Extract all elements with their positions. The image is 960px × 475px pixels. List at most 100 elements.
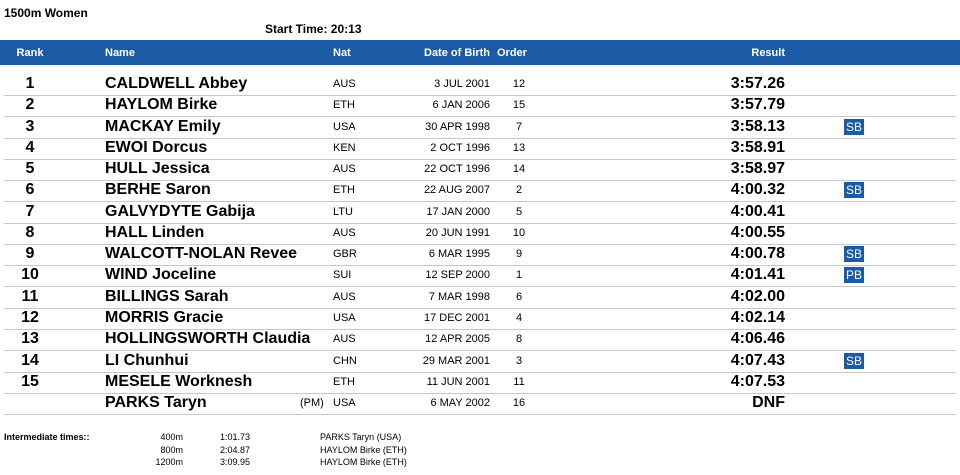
- intermediate-label: Intermediate times::: [4, 432, 90, 442]
- result: 4:06.46: [730, 330, 785, 348]
- table-row: 11 BILLINGS Sarah AUS 7 MAR 1998 6 4:02.00: [4, 287, 956, 309]
- order: 16: [512, 397, 526, 410]
- order: 9: [515, 248, 523, 261]
- order: 4: [515, 311, 523, 324]
- order: 2: [515, 184, 523, 197]
- athlete-name: GALVYDYTE Gabija: [105, 202, 255, 220]
- rank: 9: [25, 245, 35, 263]
- nat: GBR: [333, 248, 357, 261]
- order: 5: [515, 205, 523, 218]
- date-of-birth: 2 OCT 1996: [430, 141, 490, 154]
- date-of-birth: 6 MAR 1995: [428, 248, 490, 261]
- nat: AUS: [333, 163, 356, 176]
- nat: SUI: [333, 269, 352, 282]
- table-row: PARKS Taryn (PM) USA 6 MAY 2002 16 DNF: [4, 393, 956, 416]
- nat: ETH: [333, 184, 355, 197]
- record-badge: SB: [844, 246, 865, 263]
- result: 3:58.13: [730, 117, 785, 135]
- split-time: 2:04.87: [220, 444, 251, 455]
- date-of-birth: 20 JUN 1991: [425, 226, 490, 239]
- nat: AUS: [333, 78, 356, 90]
- athlete-name: HOLLINGSWORTH Claudia: [105, 330, 311, 348]
- order: 3: [515, 354, 523, 367]
- column-header: Result: [751, 47, 785, 59]
- table-row: 10 WIND Joceline SUI 12 SEP 2000 1 4:01.41 PB: [4, 265, 956, 288]
- table-row: 13 HOLLINGSWORTH Claudia AUS 12 APR 2005 8 4:…: [4, 329, 956, 352]
- table-row: 14 LI Chunhui CHN 29 MAR 2001 3 4:07.43 SB: [4, 351, 956, 373]
- rank: 11: [21, 287, 39, 305]
- nat: AUS: [333, 290, 356, 303]
- date-of-birth: 17 JAN 2000: [426, 205, 490, 218]
- date-of-birth: 6 MAY 2002: [430, 397, 490, 410]
- table-row: 3 MACKAY Emily USA 30 APR 1998 7 3:58.13 SB: [4, 117, 956, 139]
- order: 7: [515, 120, 523, 133]
- result: 4:00.78: [730, 245, 785, 263]
- record-badge: SB: [844, 352, 865, 369]
- rank: 8: [25, 223, 35, 241]
- athlete-name: EWOI Dorcus: [105, 138, 208, 156]
- order: 10: [512, 226, 526, 239]
- table-row: 2 HAYLOM Birke ETH 6 JAN 2006 15 3:57.79: [4, 95, 956, 118]
- split-leader: HAYLOM Birke (ETH): [320, 457, 407, 467]
- record-badge: PB: [844, 267, 865, 284]
- athlete-name: MACKAY Emily: [105, 117, 221, 135]
- result: 4:00.55: [730, 223, 785, 241]
- column-header: Date of Birth: [424, 47, 490, 59]
- rank: 1: [25, 75, 35, 92]
- result: 4:07.43: [730, 351, 785, 369]
- result: 3:57.26: [730, 75, 785, 92]
- athlete-name: WALCOTT-NOLAN Revee: [105, 245, 298, 263]
- rank: 10: [21, 266, 39, 284]
- table-row: 4 EWOI Dorcus KEN 2 OCT 1996 13 3:58.91: [4, 138, 956, 160]
- nat: LTU: [333, 205, 353, 218]
- order: 14: [512, 163, 526, 176]
- column-header: Order: [497, 47, 527, 59]
- record-badge: SB: [844, 182, 865, 199]
- table-row: 15 MESELE Worknesh ETH 11 JUN 2001 11 4:07.53: [4, 372, 956, 394]
- table-row: 6 BERHE Saron ETH 22 AUG 2007 2 4:00.32 SB: [4, 180, 956, 203]
- nat: CHN: [333, 354, 357, 367]
- column-header: Nat: [333, 47, 351, 59]
- rank: 4: [25, 138, 35, 156]
- date-of-birth: 22 AUG 2007: [423, 184, 490, 197]
- nat: AUS: [333, 226, 356, 239]
- table-row: 5 HULL Jessica AUS 22 OCT 1996 14 3:58.97: [4, 159, 956, 182]
- rank: 6: [25, 181, 35, 199]
- athlete-name: MORRIS Gracie: [105, 308, 224, 326]
- record-badge: SB: [844, 118, 865, 135]
- split-time: 1:01.73: [220, 432, 251, 442]
- nat: USA: [333, 120, 356, 133]
- nat: ETH: [333, 99, 355, 112]
- result: 3:58.91: [730, 138, 785, 156]
- order: 1: [515, 269, 523, 282]
- date-of-birth: 6 JAN 2006: [432, 99, 490, 112]
- nat: KEN: [333, 141, 356, 154]
- rank: 2: [25, 96, 35, 114]
- column-header: Name: [105, 47, 135, 59]
- athlete-name: HALL Linden: [105, 223, 205, 241]
- rank: 5: [25, 160, 35, 178]
- result: 3:57.79: [730, 96, 785, 114]
- date-of-birth: 29 MAR 2001: [422, 354, 490, 367]
- result: DNF: [752, 394, 785, 412]
- split-distance: 800m: [160, 444, 183, 455]
- split-distance: 1200m: [155, 457, 183, 467]
- athlete-name: BERHE Saron: [105, 181, 211, 199]
- rank: 3: [25, 117, 35, 135]
- title: 1500m Women: [4, 6, 88, 20]
- nat: USA: [333, 397, 356, 410]
- result: 4:00.41: [730, 202, 785, 220]
- start-time: Start Time: 20:13: [265, 22, 362, 36]
- date-of-birth: 7 MAR 1998: [428, 290, 490, 303]
- athlete-name: WIND Joceline: [105, 266, 217, 284]
- rank: 14: [21, 351, 39, 369]
- athlete-name: PARKS Taryn: [105, 394, 207, 412]
- athlete-name: LI Chunhui: [105, 351, 189, 369]
- date-of-birth: 3 JUL 2001: [434, 78, 490, 90]
- order: 11: [513, 375, 525, 388]
- date-of-birth: 22 OCT 1996: [424, 163, 490, 176]
- rank: 12: [21, 308, 39, 326]
- nat: USA: [333, 311, 356, 324]
- result: 4:01.41: [730, 266, 785, 284]
